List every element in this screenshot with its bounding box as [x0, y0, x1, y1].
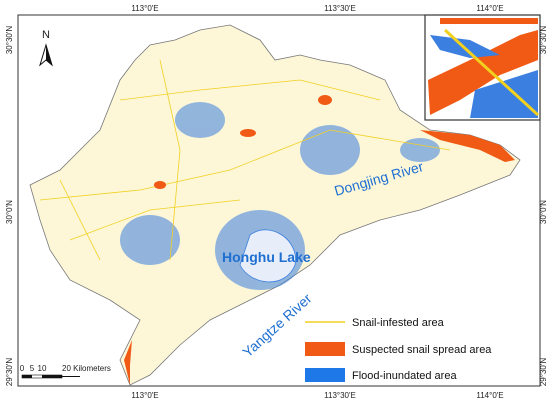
graticule-label: 113°30'E: [324, 391, 356, 400]
graticule-label: 30°30'N: [5, 26, 14, 55]
graticule-label: 30°0'N: [5, 200, 14, 224]
scale-label: 10: [38, 364, 47, 373]
north-arrow: N: [39, 29, 53, 67]
scale-label: 20 Kilometers: [62, 364, 111, 373]
scale-bar: [21, 374, 80, 379]
legend: Snail-infested area Suspected snail spre…: [305, 317, 492, 382]
graticule-label: 113°0'E: [131, 391, 158, 400]
graticule-label: 30°0'N: [539, 200, 548, 224]
graticule-label: 30°30'N: [539, 26, 548, 55]
region: [29, 24, 521, 386]
graticule-label: 113°30'E: [324, 4, 356, 13]
lake: [239, 229, 296, 283]
north-label: N: [42, 29, 50, 41]
legend-label: Flood-inundated area: [352, 370, 457, 382]
place-label: Honghu Lake: [222, 249, 311, 265]
legend-swatch: [305, 342, 345, 356]
inset: [424, 14, 541, 121]
graticule-label: 113°0'E: [131, 4, 158, 13]
snail-lines: [39, 59, 451, 261]
scale-label: 0: [20, 364, 25, 373]
legend-label: Snail-infested area: [352, 317, 445, 329]
graticule-label: 29°30'N: [539, 358, 548, 387]
flood-patches: [120, 102, 440, 290]
graticule-label: 114°0'E: [476, 391, 503, 400]
graticule-label: 114°0'E: [476, 4, 503, 13]
graticule-label: 29°30'N: [5, 358, 14, 387]
legend-swatch: [305, 368, 345, 382]
spread-patches: [124, 95, 515, 385]
scale-label: 5: [30, 364, 35, 373]
legend-label: Suspected snail spread area: [352, 344, 492, 356]
